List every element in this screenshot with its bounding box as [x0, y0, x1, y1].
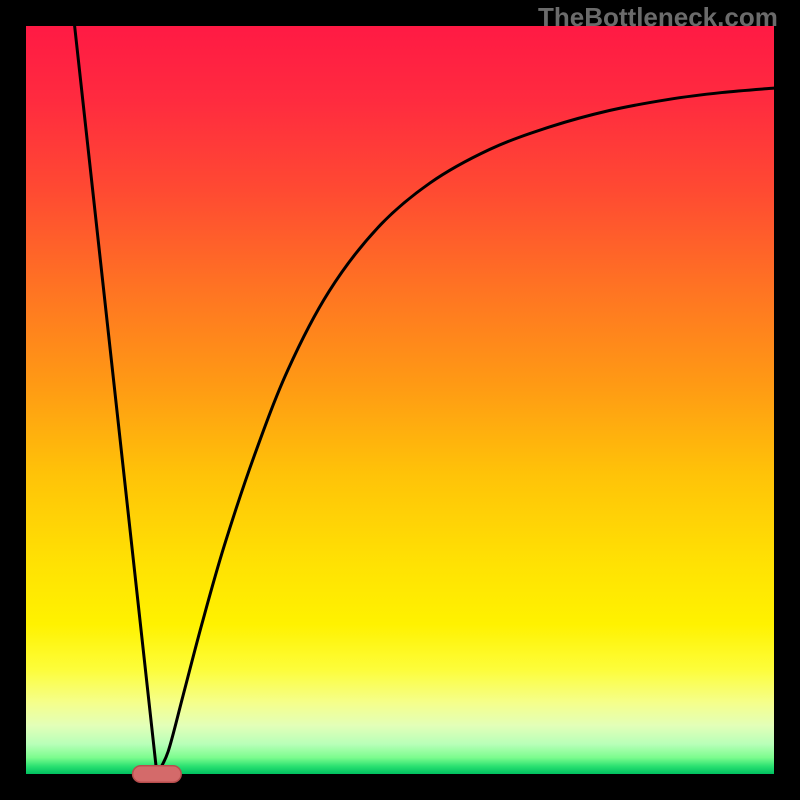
chart-container: TheBottleneck.com	[0, 0, 800, 800]
attribution-label: TheBottleneck.com	[538, 2, 778, 33]
bottleneck-marker	[133, 766, 182, 782]
curve-overlay	[0, 0, 800, 800]
descending-line	[75, 26, 157, 774]
rising-curve	[157, 88, 774, 774]
